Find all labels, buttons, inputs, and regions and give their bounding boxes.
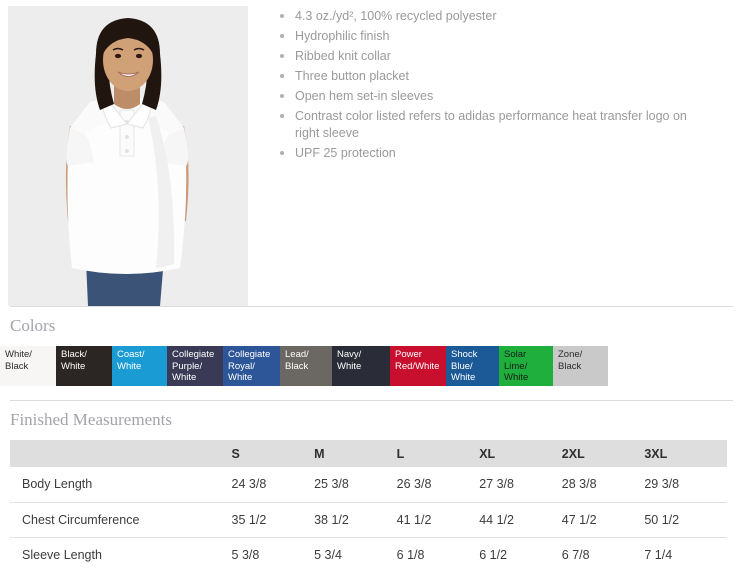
measurement-value: 24 3/8 <box>231 477 267 492</box>
table-header-cell-size: 3XL <box>644 446 668 461</box>
color-swatch[interactable]: Navy/White <box>332 346 390 386</box>
measurement-value: 29 3/8 <box>644 477 680 492</box>
measurement-value: 5 3/8 <box>231 547 260 562</box>
measurement-value: 44 1/2 <box>479 512 514 527</box>
measurement-value: 7 1/4 <box>644 547 673 562</box>
list-item: Contrast color listed refers to adidas p… <box>278 108 708 141</box>
table-header-cell-size: XL <box>479 446 496 461</box>
color-swatch-label: Shock <box>451 349 478 360</box>
color-swatch-label: Purple/ <box>172 360 203 372</box>
measurement-label: Body Length <box>22 477 93 492</box>
measurement-value: 35 1/2 <box>231 512 267 527</box>
color-swatch-label: White <box>117 360 142 372</box>
list-item: Hydrophilic finish <box>278 28 708 45</box>
colors-divider <box>10 306 733 307</box>
color-swatch[interactable]: Solar Lime/White <box>499 346 553 386</box>
measurement-value: 41 1/2 <box>396 512 432 527</box>
color-swatch[interactable]: Collegiate Royal/White <box>223 346 280 386</box>
color-swatch-label: Blue/ <box>451 360 473 372</box>
measurement-value: 28 3/8 <box>561 477 597 492</box>
product-photo-graphic <box>8 6 248 306</box>
measurements-table: S M L XL 2XL 3XL Body Length 24 3/8 25 3/8 26 3/… <box>10 440 727 570</box>
measurement-value: 25 3/8 <box>314 477 349 492</box>
color-swatch-label: White <box>228 372 253 383</box>
color-swatch-label: Coast/ <box>117 349 145 360</box>
table-body: Body Length 24 3/8 25 3/8 26 3/8 27 3/8 28 3/… <box>10 467 727 570</box>
table-row: Chest Circumference 35 1/2 38 1/2 41 1/2 44 … <box>10 502 727 537</box>
measurement-label: Sleeve Length <box>22 547 102 562</box>
color-swatch-label: White <box>337 360 362 372</box>
color-swatch-label: White/ <box>5 349 32 360</box>
measurement-value: 47 1/2 <box>561 512 597 527</box>
color-swatch-label: Black <box>285 360 309 372</box>
color-swatch-label: Collegiate <box>172 349 215 360</box>
measurement-value: 50 1/2 <box>644 512 680 527</box>
measurements-heading: Finished Measurements <box>10 410 172 429</box>
list-item: Open hem set-in sleeves <box>278 88 708 105</box>
color-swatch[interactable]: Black/White <box>56 346 112 386</box>
color-swatch-label: White <box>61 360 86 372</box>
measurement-value: 6 7/8 <box>561 547 590 562</box>
product-features-list: 4.3 oz./yd², 100% recycled polyester Hyd… <box>278 8 743 165</box>
color-swatch-label: Black <box>558 360 582 372</box>
measurements-divider <box>10 400 733 401</box>
color-swatch-label: Navy/ <box>337 349 362 360</box>
table-header-cell-size: S <box>231 446 240 461</box>
color-swatch[interactable]: Collegiate Purple/White <box>167 346 223 386</box>
table-header-cell-size: 2XL <box>561 446 585 461</box>
color-swatch-label: White <box>172 372 197 383</box>
color-swatch-label: Black/ <box>61 349 87 360</box>
color-swatch-label: Lead/ <box>285 349 309 360</box>
feature-items: 4.3 oz./yd², 100% recycled polyester Hyd… <box>278 8 733 161</box>
measurement-value: 38 1/2 <box>314 512 349 527</box>
table-header-cell-size: M <box>314 446 325 461</box>
measurement-value: 5 3/4 <box>314 547 342 562</box>
color-swatch-label: Red/White <box>395 360 440 372</box>
measurement-label: Chest Circumference <box>22 512 140 527</box>
color-swatch-label: Black <box>5 360 29 372</box>
product-overview-section: 4.3 oz./yd², 100% recycled polyester Hyd… <box>8 6 743 306</box>
color-swatch-label: Power <box>395 349 422 360</box>
table-row: Body Length 24 3/8 25 3/8 26 3/8 27 3/8 28 3/… <box>10 467 727 502</box>
color-swatch[interactable]: Coast/White <box>112 346 167 386</box>
table-row: Sleeve Length 5 3/8 5 3/4 6 1/8 6 1/2 6 7/8 7 … <box>10 537 727 570</box>
product-image[interactable] <box>8 6 248 306</box>
color-swatch-label: Zone/ <box>558 349 583 360</box>
list-item: UPF 25 protection <box>278 145 708 162</box>
table-header-cell-size: L <box>396 446 405 461</box>
colors-heading: Colors <box>10 316 56 335</box>
color-swatch-label: Collegiate <box>228 349 271 360</box>
measurement-value: 6 1/8 <box>396 547 425 562</box>
list-item: Ribbed knit collar <box>278 48 708 65</box>
color-swatch[interactable]: Lead/Black <box>280 346 332 386</box>
color-swatch-label: White <box>451 372 476 383</box>
list-item: 4.3 oz./yd², 100% recycled polyester <box>278 8 708 25</box>
color-swatch[interactable]: Power Red/White <box>390 346 446 386</box>
table-header: S M L XL 2XL 3XL <box>10 440 727 467</box>
measurement-value: 27 3/8 <box>479 477 514 492</box>
color-swatch-row: White/Black Black/White Coast/White Collegi… <box>0 346 743 386</box>
list-item: Three button placket <box>278 68 708 85</box>
measurement-value: 6 1/2 <box>479 547 508 562</box>
color-swatch[interactable]: White/Black <box>0 346 56 386</box>
table-header-row: S M L XL 2XL 3XL <box>10 440 727 467</box>
color-swatch[interactable]: Shock Blue/White <box>446 346 499 386</box>
color-swatch[interactable]: Zone/Black <box>553 346 608 386</box>
color-swatch-label: Royal/ <box>228 360 255 372</box>
measurement-value: 26 3/8 <box>396 477 432 492</box>
table-header-cell-label <box>10 440 232 467</box>
color-swatch-label: Solar <box>504 349 527 360</box>
color-swatch-label: White <box>504 372 529 383</box>
color-swatch-label: Lime/ <box>504 360 528 372</box>
